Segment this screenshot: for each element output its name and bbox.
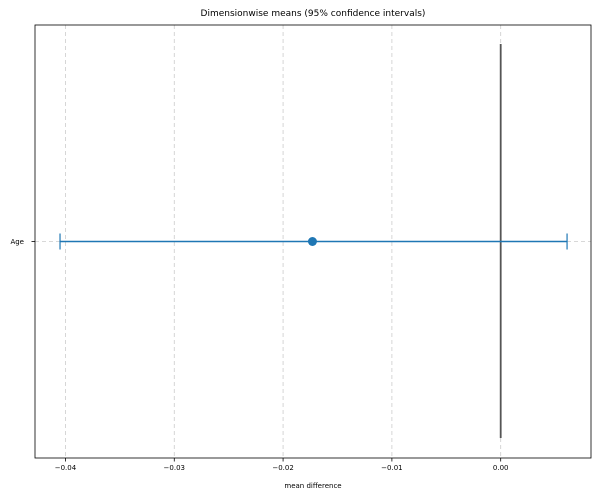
series-layer xyxy=(59,233,568,250)
x-tick-label: −0.01 xyxy=(381,464,402,472)
y-tick-layer: Age xyxy=(10,238,35,246)
x-tick-layer: −0.04 −0.03 −0.02 −0.01 0.00 xyxy=(55,458,509,472)
x-tick-label: 0.00 xyxy=(493,464,509,472)
x-tick-label: −0.02 xyxy=(272,464,293,472)
y-tick-label: Age xyxy=(10,238,24,246)
mean-point xyxy=(307,237,317,246)
x-tick-label: −0.03 xyxy=(164,464,185,472)
x-axis-label: mean difference xyxy=(284,482,341,490)
chart-title: Dimensionwise means (95% confidence inte… xyxy=(201,9,426,19)
x-tick-label: −0.04 xyxy=(55,464,77,472)
